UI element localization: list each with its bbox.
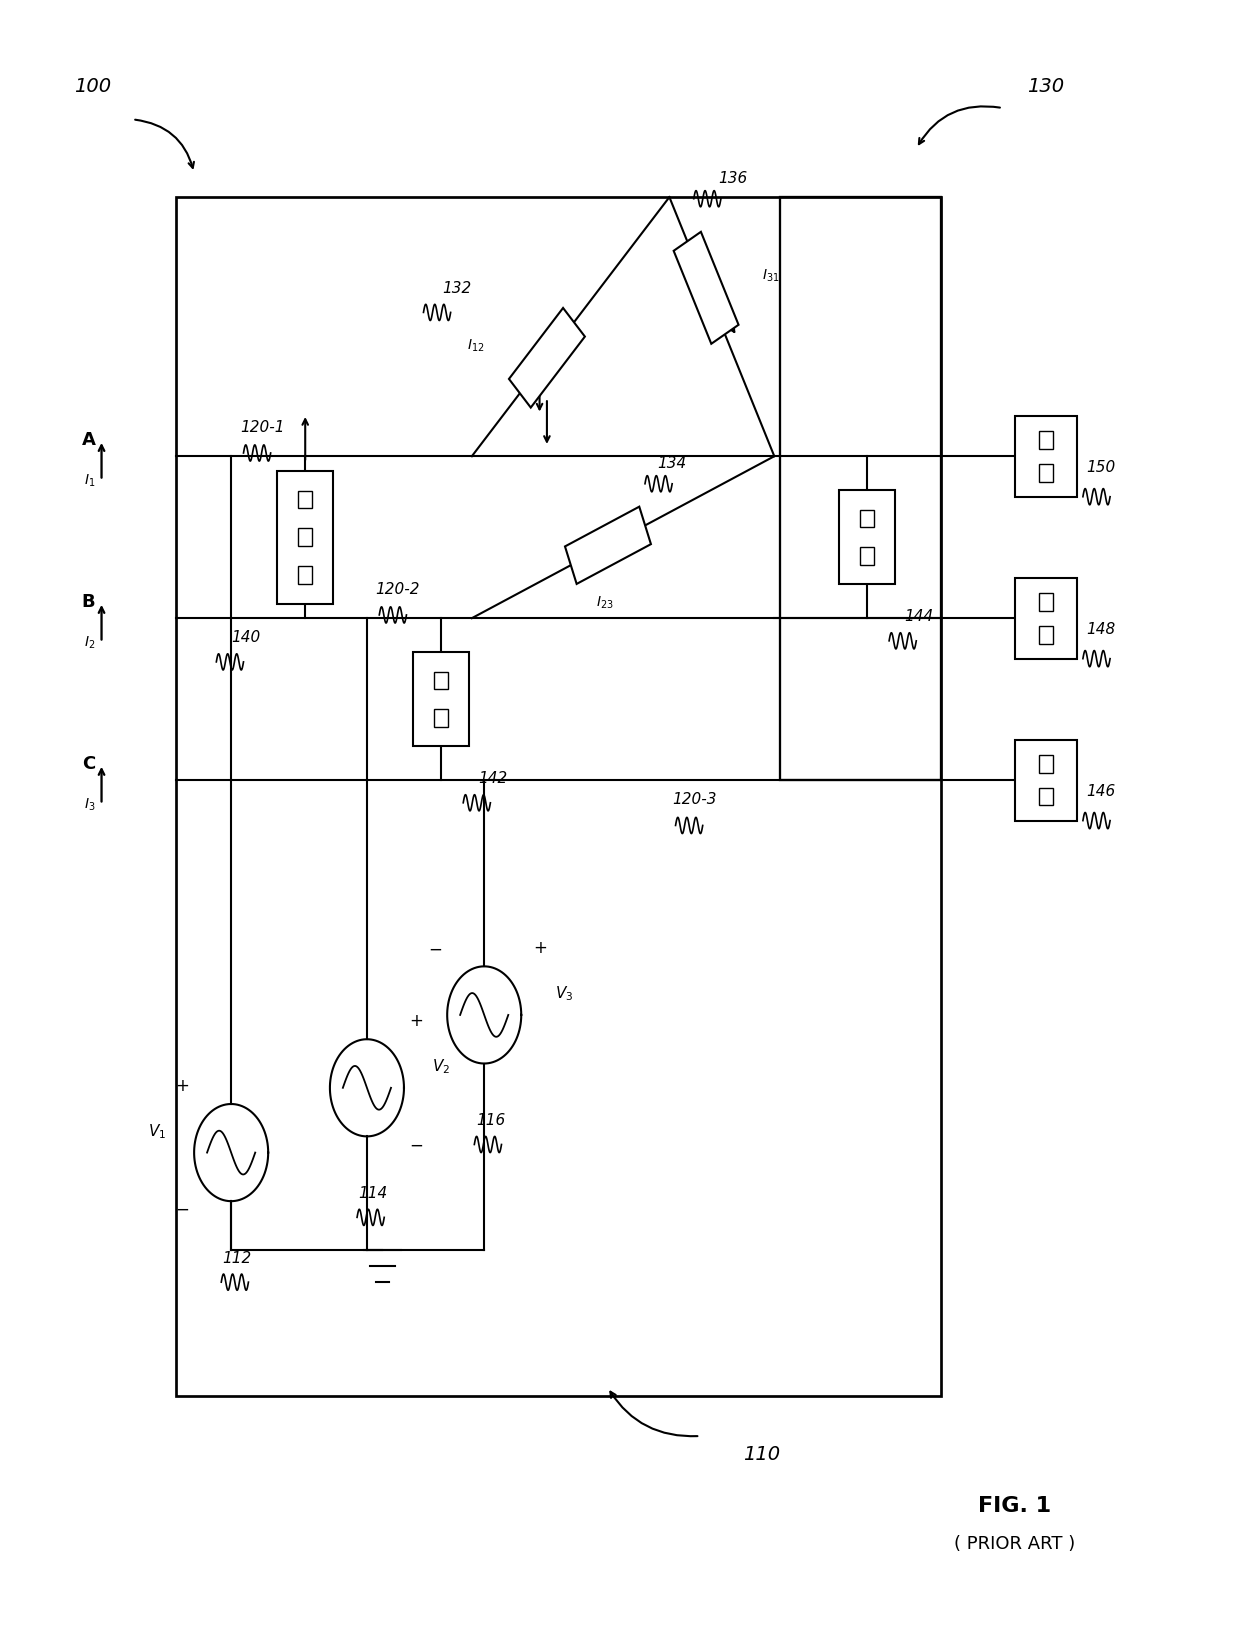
Text: 112: 112 [223, 1251, 252, 1266]
Polygon shape [565, 507, 651, 583]
Text: B: B [82, 593, 95, 611]
Text: $V_2$: $V_2$ [432, 1058, 450, 1076]
Bar [299, 566, 312, 583]
Text: $I_{23}$: $I_{23}$ [595, 595, 614, 611]
Text: 144: 144 [904, 609, 934, 624]
Text: +: + [409, 1012, 423, 1030]
Polygon shape [508, 309, 585, 408]
Bar [434, 708, 448, 726]
Text: 120-3: 120-3 [672, 793, 717, 808]
Text: 120-1: 120-1 [239, 419, 284, 436]
Text: 136: 136 [718, 171, 748, 185]
Text: 148: 148 [1086, 622, 1116, 637]
Bar [299, 491, 312, 509]
Bar [861, 548, 874, 565]
Text: 100: 100 [74, 76, 112, 96]
Text: $I_2$: $I_2$ [84, 634, 95, 650]
Text: C: C [82, 756, 95, 773]
Text: 142: 142 [479, 772, 507, 786]
Text: +: + [175, 1077, 188, 1095]
Text: $I_3$: $I_3$ [84, 796, 95, 812]
Bar [1016, 739, 1076, 821]
Text: $-$: $-$ [175, 1201, 188, 1219]
Bar [1016, 416, 1076, 497]
Text: 140: 140 [231, 630, 260, 645]
Polygon shape [673, 232, 739, 344]
Bar [1039, 593, 1053, 611]
Bar [278, 471, 334, 603]
Text: $I_1$: $I_1$ [84, 473, 95, 489]
Text: $-$: $-$ [428, 939, 441, 957]
Text: A: A [82, 431, 95, 448]
Text: FIG. 1: FIG. 1 [978, 1497, 1052, 1516]
Bar [176, 197, 941, 1396]
Bar [1039, 626, 1053, 644]
Bar [1039, 463, 1053, 481]
Text: 120-2: 120-2 [376, 582, 420, 596]
Text: $-$: $-$ [409, 1136, 423, 1154]
Bar [1039, 754, 1053, 772]
Text: 130: 130 [1028, 76, 1064, 96]
Text: $V_3$: $V_3$ [556, 985, 574, 1003]
Text: 150: 150 [1086, 460, 1116, 476]
Text: 114: 114 [358, 1186, 388, 1201]
Text: $I_{12}$: $I_{12}$ [466, 338, 484, 354]
Text: +: + [533, 939, 547, 957]
Bar [434, 671, 448, 689]
Bar [1016, 577, 1076, 658]
Text: $I_{31}$: $I_{31}$ [761, 268, 779, 284]
Text: 134: 134 [657, 455, 687, 471]
Bar [299, 528, 312, 546]
Bar [413, 652, 469, 746]
Text: $V_1$: $V_1$ [148, 1123, 166, 1141]
Text: 132: 132 [441, 281, 471, 296]
Text: 146: 146 [1086, 785, 1116, 800]
Text: 110: 110 [744, 1445, 780, 1464]
Text: 116: 116 [476, 1113, 505, 1128]
Bar [780, 197, 941, 780]
Bar [839, 491, 895, 583]
Text: ( PRIOR ART ): ( PRIOR ART ) [955, 1536, 1075, 1554]
Bar [1039, 788, 1053, 806]
Bar [861, 510, 874, 528]
Bar [1039, 431, 1053, 448]
